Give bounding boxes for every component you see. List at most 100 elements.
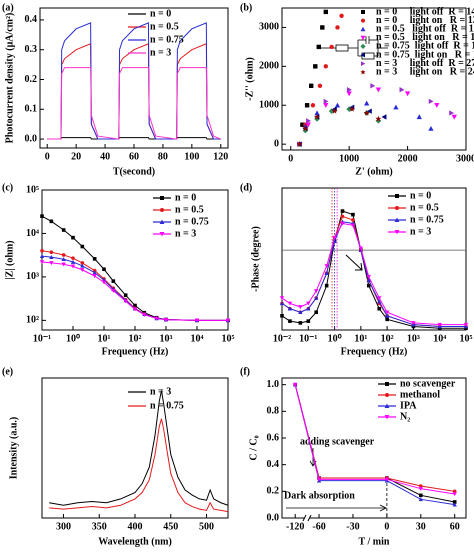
y-tick-label: 0.0	[267, 512, 280, 523]
marker	[279, 301, 285, 306]
marker	[142, 312, 147, 317]
marker	[449, 110, 455, 116]
marker	[111, 279, 116, 283]
marker	[123, 293, 128, 297]
marker	[288, 319, 292, 323]
marker	[80, 244, 85, 249]
marker	[332, 235, 337, 240]
legend-label: n = 3 light off R = 2746Ω	[376, 58, 474, 69]
marker	[306, 306, 311, 311]
legend-marker	[385, 393, 389, 397]
x-tick-label: 100	[184, 151, 199, 162]
marker	[366, 283, 371, 288]
y-tick-label: 0.2	[25, 74, 38, 85]
marker	[287, 306, 293, 311]
marker	[331, 108, 338, 114]
x-tick-label: 10⁻¹	[33, 333, 51, 344]
marker	[377, 306, 382, 311]
marker	[293, 382, 298, 387]
marker	[92, 274, 97, 279]
marker	[39, 260, 45, 265]
marker	[49, 250, 54, 255]
legend-marker	[394, 230, 400, 235]
annotation: adding scavenger	[300, 436, 375, 447]
marker	[363, 109, 370, 116]
y-axis-label: Photocurrent density (μA/cm²)	[4, 13, 15, 144]
marker	[314, 310, 318, 315]
legend-label: n = 0.5	[175, 204, 204, 215]
x-tick-label: 60	[450, 521, 460, 532]
legend-marker	[159, 219, 165, 224]
marker	[304, 103, 310, 108]
marker	[328, 108, 335, 114]
marker	[71, 235, 75, 240]
marker	[428, 98, 434, 105]
marker	[377, 296, 382, 301]
marker	[381, 114, 387, 120]
y-tick-label: 0.8	[267, 406, 280, 417]
y-tick-label: 0.6	[267, 432, 280, 443]
x-tick-label: 300	[56, 521, 71, 532]
x-axis-label: Frequency (Hz)	[341, 346, 408, 357]
x-tick-label: 10³	[160, 333, 173, 344]
legend-label: N₂	[400, 411, 410, 422]
marker	[324, 283, 329, 288]
x-tick-label: -120	[286, 521, 304, 532]
plot-frame	[281, 377, 467, 519]
marker	[80, 263, 85, 268]
marker	[298, 321, 303, 325]
axis-break	[302, 514, 307, 522]
marker	[324, 271, 329, 275]
x-tick-label: 40	[100, 151, 110, 162]
marker	[323, 98, 329, 105]
marker	[335, 25, 340, 30]
marker	[377, 299, 382, 304]
marker	[306, 301, 311, 306]
series-line	[49, 390, 229, 506]
x-tick-label: 500	[199, 521, 214, 532]
marker	[340, 214, 345, 219]
legend-label: n = 0.5 light on R = 1735Ω	[376, 32, 474, 43]
legend-marker	[360, 69, 366, 75]
x-tick-label: 10²	[129, 333, 142, 344]
marker	[194, 318, 200, 323]
marker	[339, 13, 344, 18]
panel-label: (b)	[240, 2, 252, 13]
x-tick-label: 10²	[381, 333, 394, 344]
marker	[306, 118, 311, 124]
marker	[320, 25, 325, 30]
marker	[70, 264, 76, 269]
x-tick-label: -30	[346, 521, 359, 532]
marker	[316, 477, 322, 482]
marker	[80, 261, 85, 265]
legend-label: n = 0 light on R = 12768Ω	[376, 15, 474, 26]
legend-marker	[361, 18, 365, 23]
x-tick-label: 10⁴	[433, 333, 446, 344]
plot-frame	[41, 377, 229, 519]
x-tick-label: 20	[71, 151, 81, 162]
y-tick-label: 0.4	[267, 459, 280, 470]
marker	[428, 125, 434, 131]
marker	[452, 492, 457, 497]
x-tick-label: 3000	[456, 153, 474, 164]
panel-label: (e)	[2, 366, 13, 377]
marker	[133, 303, 137, 308]
y-axis-label: -Phase (degree)	[250, 226, 261, 292]
marker	[452, 502, 457, 507]
marker	[351, 218, 355, 222]
marker	[416, 114, 422, 120]
marker	[384, 477, 390, 482]
panel-label: (f)	[240, 366, 250, 377]
panel-label: (c)	[2, 182, 13, 193]
x-tick-label: 10³	[407, 333, 420, 344]
marker	[61, 253, 66, 257]
y-tick-label: 0.2	[267, 486, 280, 497]
y-tick-label: 0.1	[25, 104, 38, 115]
legend-label: n = 0.75	[150, 400, 184, 411]
legend-label: n = 3	[150, 386, 171, 397]
marker	[340, 209, 345, 213]
x-tick-label: 10⁰	[328, 333, 342, 344]
marker	[102, 267, 106, 272]
x-tick-label: 0	[45, 151, 50, 162]
legend-label: n = 0.5	[410, 202, 439, 213]
